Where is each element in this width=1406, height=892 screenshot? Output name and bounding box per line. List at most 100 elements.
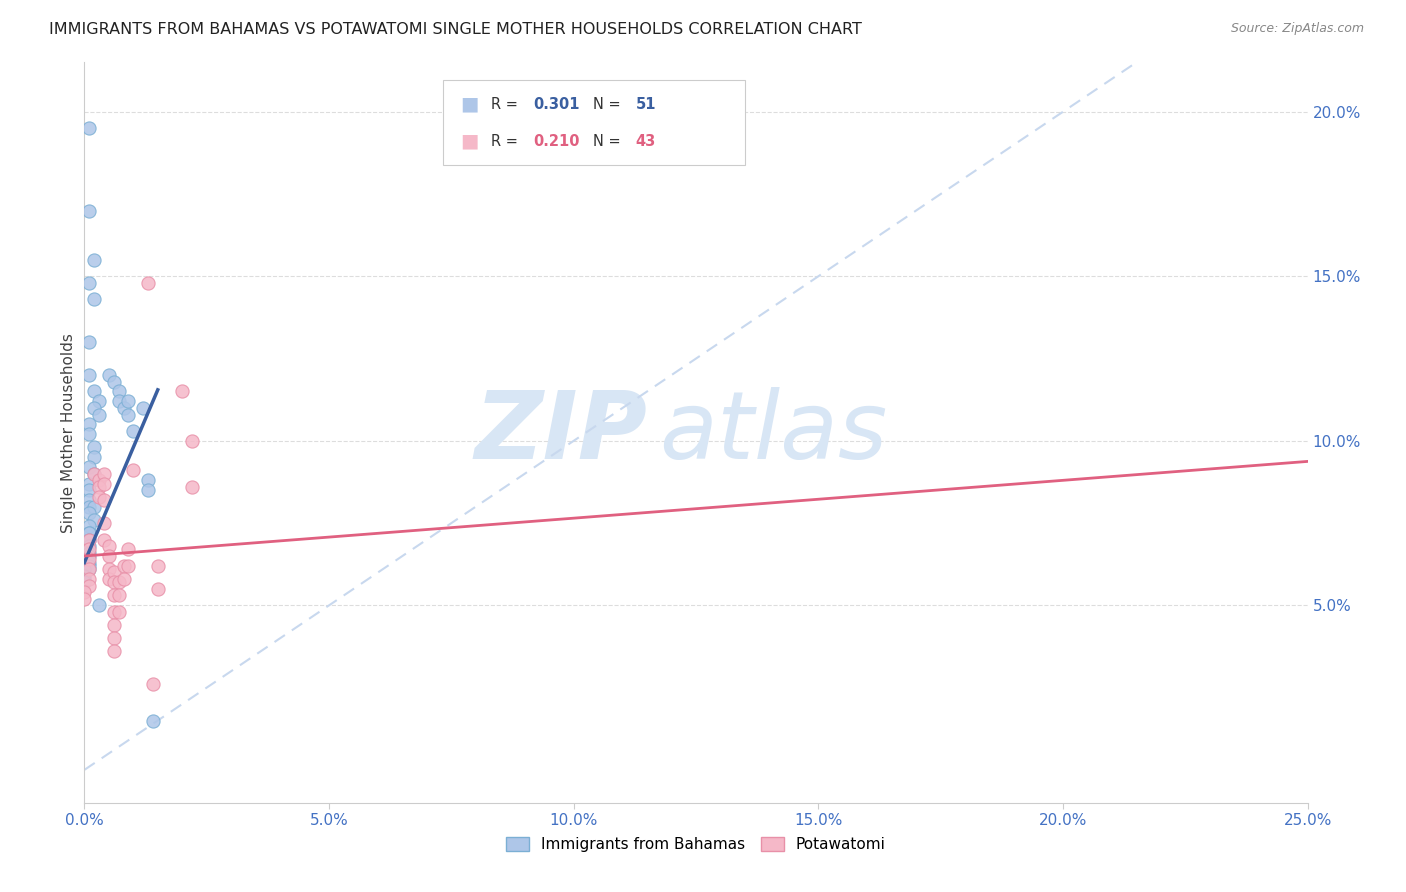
Point — [93, 476, 115, 491]
Point — [97, 539, 120, 553]
Point — [77, 539, 100, 553]
Point — [181, 480, 204, 494]
Point — [83, 467, 105, 481]
Point — [103, 605, 125, 619]
Point — [146, 582, 169, 596]
Point — [103, 589, 125, 603]
Point — [117, 408, 139, 422]
Point — [77, 427, 100, 442]
Point — [107, 394, 129, 409]
Point — [83, 401, 105, 415]
Text: atlas: atlas — [659, 387, 887, 478]
Point — [77, 552, 100, 566]
Point — [83, 467, 105, 481]
Text: R =: R = — [491, 96, 522, 112]
Point — [172, 384, 194, 399]
Point — [112, 558, 135, 573]
Point — [77, 549, 100, 563]
Point — [77, 558, 100, 573]
Point — [136, 276, 159, 290]
Point — [77, 533, 100, 547]
Point — [97, 549, 120, 563]
Point — [73, 562, 96, 576]
Point — [97, 368, 120, 382]
Point — [103, 566, 125, 580]
Point — [83, 441, 105, 455]
Point — [122, 424, 145, 438]
Point — [77, 526, 100, 541]
Point — [87, 490, 110, 504]
Point — [146, 558, 169, 573]
Point — [103, 632, 125, 646]
Point — [103, 644, 125, 658]
Text: 0.210: 0.210 — [533, 134, 579, 149]
Point — [87, 473, 110, 487]
Point — [93, 516, 115, 530]
Point — [77, 476, 100, 491]
Point — [103, 575, 125, 590]
Point — [77, 556, 100, 570]
Point — [87, 394, 110, 409]
Point — [77, 579, 100, 593]
Text: R =: R = — [491, 134, 522, 149]
Point — [132, 401, 155, 415]
Point — [97, 572, 120, 586]
Point — [83, 384, 105, 399]
Point — [107, 589, 129, 603]
Point — [83, 252, 105, 267]
Point — [77, 546, 100, 560]
Point — [77, 572, 100, 586]
Point — [77, 533, 100, 547]
Point — [107, 384, 129, 399]
Point — [83, 293, 105, 307]
Point — [136, 473, 159, 487]
Point — [77, 542, 100, 557]
Point — [142, 714, 165, 728]
Point — [117, 558, 139, 573]
Point — [93, 467, 115, 481]
Point — [83, 450, 105, 465]
Point — [112, 572, 135, 586]
Point — [77, 493, 100, 508]
Point — [73, 591, 96, 606]
Point — [87, 599, 110, 613]
Point — [77, 562, 100, 576]
Point — [103, 618, 125, 632]
Point — [77, 526, 100, 541]
Point — [87, 408, 110, 422]
Text: ■: ■ — [460, 95, 478, 113]
Point — [73, 568, 96, 582]
Point — [77, 335, 100, 350]
Point — [73, 575, 96, 590]
Point — [77, 519, 100, 533]
Text: ■: ■ — [460, 132, 478, 151]
Point — [77, 121, 100, 136]
Y-axis label: Single Mother Households: Single Mother Households — [60, 333, 76, 533]
Point — [77, 562, 100, 576]
Text: ZIP: ZIP — [474, 386, 647, 479]
Point — [142, 677, 165, 691]
Point — [97, 562, 120, 576]
Text: Source: ZipAtlas.com: Source: ZipAtlas.com — [1230, 22, 1364, 36]
Point — [122, 463, 145, 477]
Point — [93, 533, 115, 547]
Point — [77, 483, 100, 498]
Point — [117, 542, 139, 557]
Point — [77, 500, 100, 514]
Point — [73, 585, 96, 599]
Point — [103, 375, 125, 389]
Point — [77, 417, 100, 432]
Point — [93, 493, 115, 508]
Text: IMMIGRANTS FROM BAHAMAS VS POTAWATOMI SINGLE MOTHER HOUSEHOLDS CORRELATION CHART: IMMIGRANTS FROM BAHAMAS VS POTAWATOMI SI… — [49, 22, 862, 37]
Text: 51: 51 — [636, 96, 657, 112]
Point — [77, 506, 100, 520]
Point — [87, 480, 110, 494]
Point — [83, 500, 105, 514]
Point — [117, 394, 139, 409]
Text: 0.301: 0.301 — [533, 96, 579, 112]
Point — [77, 460, 100, 475]
Text: N =: N = — [593, 96, 626, 112]
Point — [181, 434, 204, 448]
Point — [77, 276, 100, 290]
Point — [83, 513, 105, 527]
